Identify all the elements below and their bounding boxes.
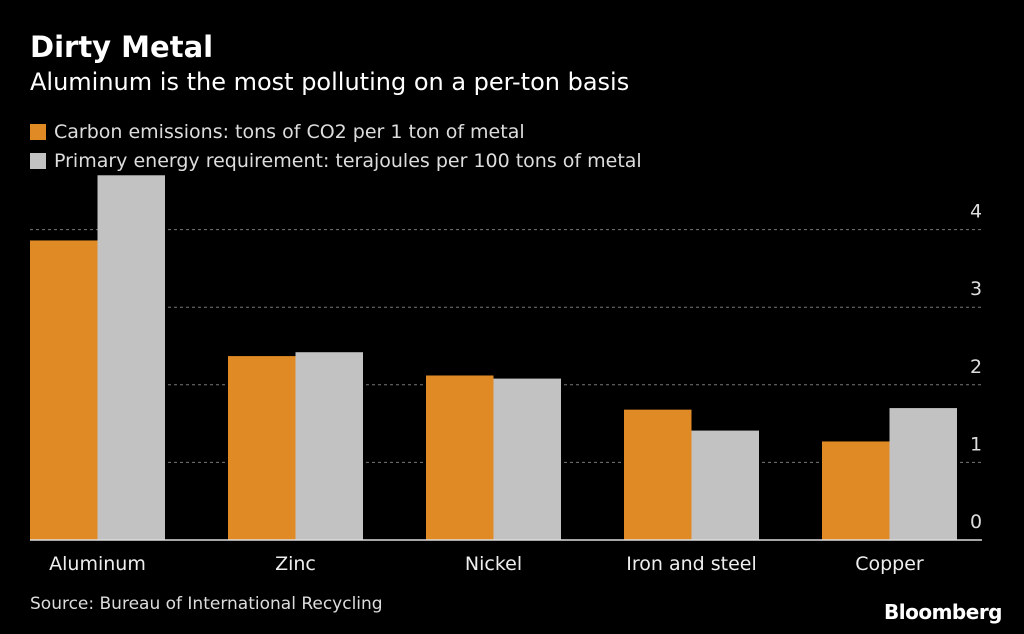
bar-energy xyxy=(889,408,957,540)
y-tick-label: 4 xyxy=(970,201,982,223)
chart-subtitle: Aluminum is the most polluting on a per-… xyxy=(30,68,630,96)
bar-carbon xyxy=(822,441,890,540)
legend-label: Carbon emissions: tons of CO2 per 1 ton … xyxy=(54,121,525,143)
legend-swatch-gray xyxy=(30,153,46,169)
bar-energy xyxy=(97,175,165,540)
x-tick-label: Iron and steel xyxy=(626,553,757,575)
bloomberg-logo: Bloomberg xyxy=(884,600,1002,624)
x-tick-label: Zinc xyxy=(275,553,316,575)
legend-item-energy: Primary energy requirement: terajoules p… xyxy=(30,150,642,172)
bar-carbon xyxy=(30,240,98,541)
x-tick-label: Aluminum xyxy=(49,553,146,575)
bar-carbon xyxy=(624,409,692,540)
bar-energy xyxy=(295,352,363,540)
y-tick-label: 2 xyxy=(970,356,982,378)
y-tick-label: 3 xyxy=(970,278,982,300)
x-tick-label: Nickel xyxy=(465,553,522,575)
legend-swatch-orange xyxy=(30,124,46,140)
x-tick-label: Copper xyxy=(855,553,924,575)
bar-energy xyxy=(691,430,759,540)
y-tick-label: 1 xyxy=(970,433,982,455)
bar-energy xyxy=(493,378,561,540)
y-tick-label: 0 xyxy=(970,511,982,533)
legend-label: Primary energy requirement: terajoules p… xyxy=(54,150,642,172)
bar-carbon xyxy=(426,375,494,540)
legend-item-carbon: Carbon emissions: tons of CO2 per 1 ton … xyxy=(30,121,525,143)
source-note: Source: Bureau of International Recyclin… xyxy=(30,594,383,614)
chart-title: Dirty Metal xyxy=(30,30,214,64)
bar-carbon xyxy=(228,356,296,540)
